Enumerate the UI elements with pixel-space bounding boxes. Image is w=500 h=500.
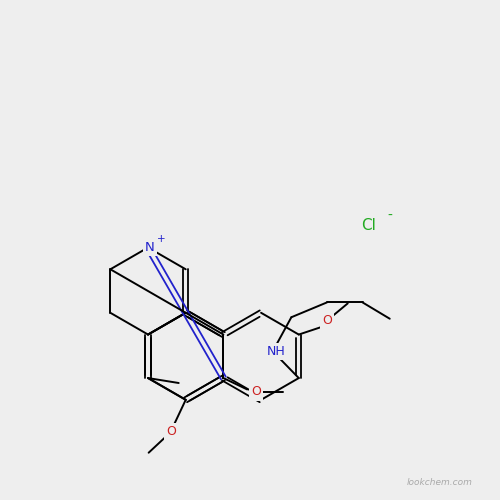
Text: lookchem.com: lookchem.com: [406, 478, 472, 487]
Text: +: +: [157, 234, 166, 244]
Text: O: O: [166, 426, 176, 438]
Text: NH: NH: [267, 346, 286, 358]
Text: -: -: [387, 208, 392, 222]
Text: Cl: Cl: [361, 218, 376, 233]
Text: N: N: [145, 241, 155, 254]
Text: O: O: [322, 314, 332, 327]
Text: O: O: [251, 386, 261, 398]
